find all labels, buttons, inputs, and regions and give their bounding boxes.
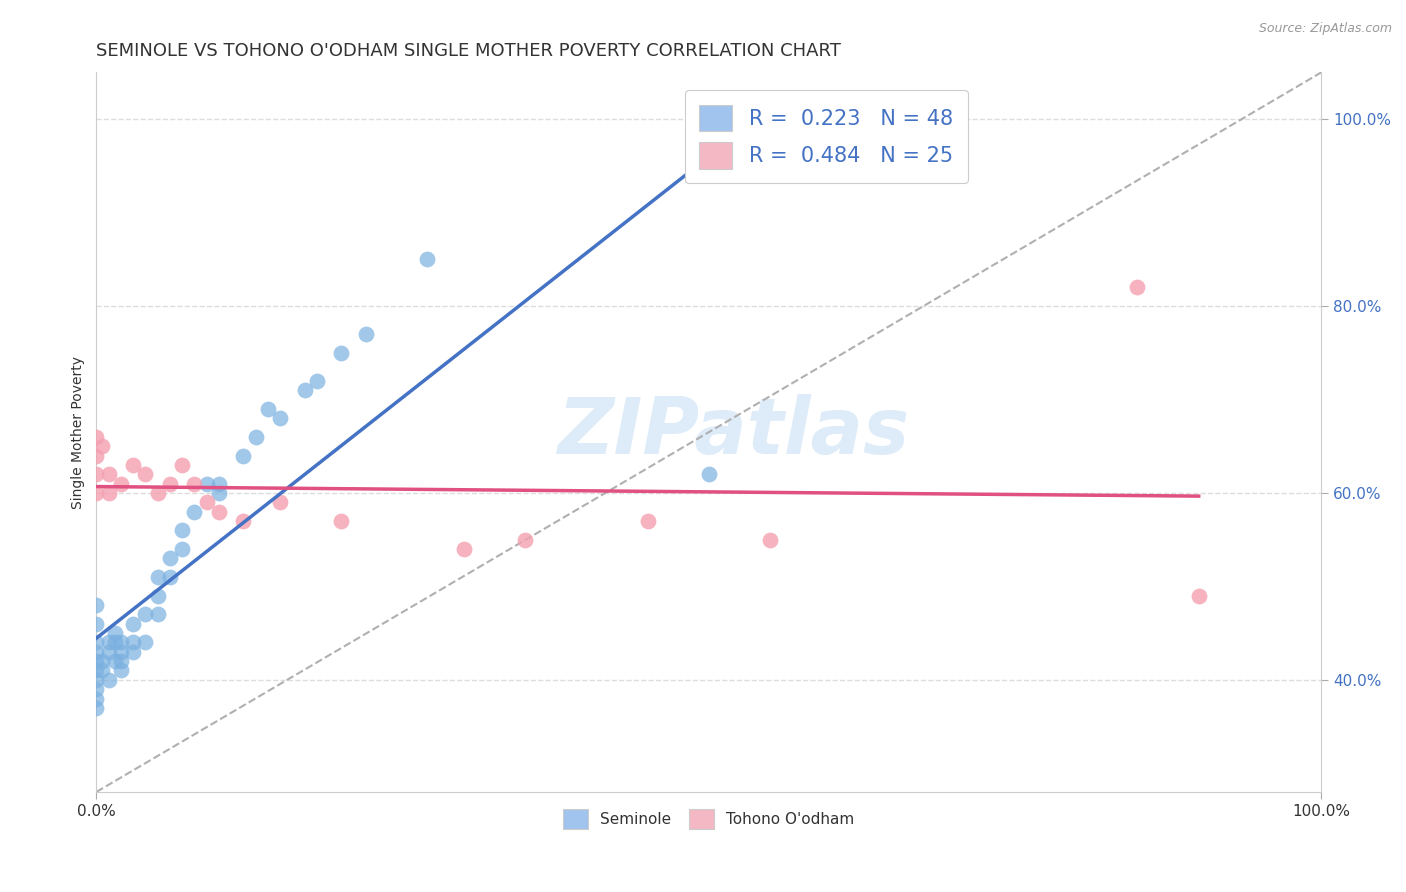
Point: [172, 541, 194, 556]
Point: [759, 533, 782, 547]
Text: Source: ZipAtlas.com: Source: ZipAtlas.com: [1258, 22, 1392, 36]
Point: [146, 589, 169, 603]
Point: [86, 645, 108, 659]
Point: [245, 430, 267, 444]
Point: [86, 430, 108, 444]
Point: [86, 635, 108, 649]
Point: [122, 458, 145, 472]
Point: [97, 467, 120, 482]
Point: [232, 449, 254, 463]
Point: [104, 635, 127, 649]
Point: [172, 524, 194, 538]
Point: [159, 551, 181, 566]
Point: [1126, 280, 1149, 294]
Point: [269, 495, 291, 509]
Point: [86, 486, 108, 500]
Point: [183, 476, 205, 491]
Point: [697, 467, 720, 482]
Point: [453, 541, 475, 556]
Point: [91, 664, 114, 678]
Point: [232, 514, 254, 528]
Point: [305, 374, 328, 388]
Point: [146, 607, 169, 622]
Point: [122, 635, 145, 649]
Point: [195, 495, 218, 509]
Point: [110, 664, 132, 678]
Point: [110, 476, 132, 491]
Point: [256, 401, 278, 416]
Point: [122, 616, 145, 631]
Point: [294, 383, 316, 397]
Point: [110, 654, 132, 668]
Point: [330, 345, 353, 359]
Point: [269, 411, 291, 425]
Point: [208, 486, 231, 500]
Point: [97, 635, 120, 649]
Point: [86, 616, 108, 631]
Y-axis label: Single Mother Poverty: Single Mother Poverty: [72, 356, 86, 508]
Point: [110, 645, 132, 659]
Point: [86, 691, 108, 706]
Point: [159, 570, 181, 584]
Point: [104, 654, 127, 668]
Point: [97, 645, 120, 659]
Point: [86, 654, 108, 668]
Point: [354, 327, 377, 342]
Point: [97, 673, 120, 687]
Point: [208, 505, 231, 519]
Point: [86, 701, 108, 715]
Text: SEMINOLE VS TOHONO O'ODHAM SINGLE MOTHER POVERTY CORRELATION CHART: SEMINOLE VS TOHONO O'ODHAM SINGLE MOTHER…: [97, 42, 841, 60]
Point: [1188, 589, 1211, 603]
Point: [110, 635, 132, 649]
Point: [134, 607, 156, 622]
Point: [183, 505, 205, 519]
Point: [86, 673, 108, 687]
Point: [416, 252, 439, 267]
Point: [172, 458, 194, 472]
Point: [91, 439, 114, 453]
Point: [146, 570, 169, 584]
Point: [91, 654, 114, 668]
Point: [195, 476, 218, 491]
Point: [330, 514, 353, 528]
Point: [86, 682, 108, 697]
Point: [104, 626, 127, 640]
Point: [97, 486, 120, 500]
Text: ZIPatlas: ZIPatlas: [557, 394, 910, 470]
Point: [134, 635, 156, 649]
Point: [208, 476, 231, 491]
Point: [86, 449, 108, 463]
Point: [637, 514, 659, 528]
Point: [86, 664, 108, 678]
Point: [86, 598, 108, 612]
Legend: Seminole, Tohono O'odham: Seminole, Tohono O'odham: [557, 803, 860, 835]
Point: [134, 467, 156, 482]
Point: [86, 467, 108, 482]
Point: [513, 533, 536, 547]
Point: [146, 486, 169, 500]
Point: [159, 476, 181, 491]
Point: [122, 645, 145, 659]
